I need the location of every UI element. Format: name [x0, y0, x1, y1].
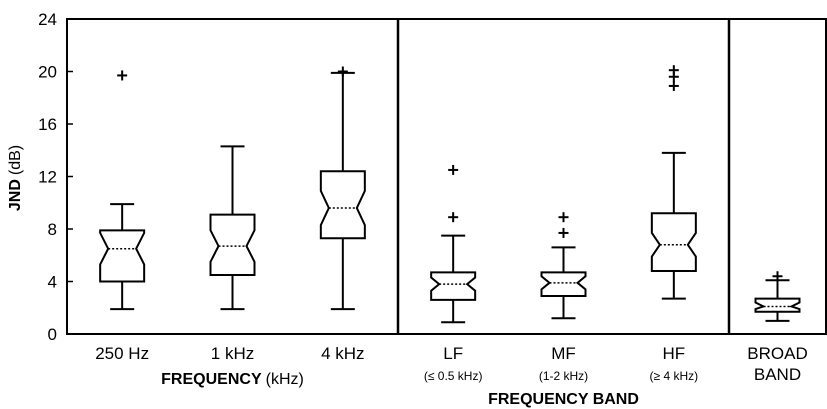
y-axis-label: JND (dB) — [7, 145, 24, 211]
group-label-1: FREQUENCY BAND — [488, 391, 639, 408]
group-label-name: FREQUENCY — [161, 371, 262, 388]
box-body — [540, 271, 587, 297]
y-tick-label: 20 — [38, 63, 57, 82]
y-tick-label: 0 — [48, 325, 57, 344]
x-tick-label: 4 kHz — [321, 344, 364, 363]
x-tick-label: 1 kHz — [211, 344, 254, 363]
box-body — [430, 271, 477, 301]
outlier-point — [117, 70, 128, 81]
box-5 — [650, 65, 697, 300]
x-tick-label: HF — [662, 344, 685, 363]
x-tick-label: 250 Hz — [95, 344, 149, 363]
y-axis-label-name: JND — [7, 179, 24, 211]
x-tick-label-line2: BAND — [754, 365, 801, 384]
outlier-point — [558, 227, 569, 238]
x-tick-label: MF — [551, 344, 576, 363]
group-label-name: FREQUENCY BAND — [488, 391, 639, 408]
outlier-point — [448, 164, 459, 175]
box-3 — [430, 164, 477, 324]
outlier-point — [448, 212, 459, 223]
box-2 — [319, 66, 366, 311]
box-1 — [209, 145, 256, 311]
y-tick-label: 8 — [48, 220, 57, 239]
group-label-unit: (kHz) — [266, 371, 304, 388]
outlier-point — [337, 66, 348, 77]
x-tick-sublabel: (1-2 kHz) — [539, 369, 588, 383]
outlier-point — [558, 212, 569, 223]
box-6 — [754, 271, 801, 322]
group-label-0: FREQUENCY (kHz) — [161, 371, 304, 388]
box-4 — [540, 212, 587, 320]
x-tick-label: BROAD — [747, 344, 807, 363]
x-tick-sublabel: (≥ 4 kHz) — [650, 369, 699, 383]
box-body — [319, 170, 366, 240]
y-tick-label: 16 — [38, 115, 57, 134]
x-tick-label: LF — [443, 344, 463, 363]
y-axis-label-unit: (dB) — [7, 145, 24, 175]
outlier-point — [668, 80, 679, 91]
y-tick-label: 4 — [48, 273, 57, 292]
box-body — [99, 229, 146, 283]
y-tick-label: 12 — [38, 168, 57, 187]
y-tick-label: 24 — [38, 10, 57, 29]
box-body — [754, 297, 801, 313]
box-body — [209, 213, 256, 276]
box-0 — [99, 70, 146, 311]
outlier-point — [772, 271, 783, 282]
box-body — [650, 212, 697, 272]
x-tick-sublabel: (≤ 0.5 kHz) — [424, 369, 483, 383]
outlier-point — [668, 65, 679, 76]
